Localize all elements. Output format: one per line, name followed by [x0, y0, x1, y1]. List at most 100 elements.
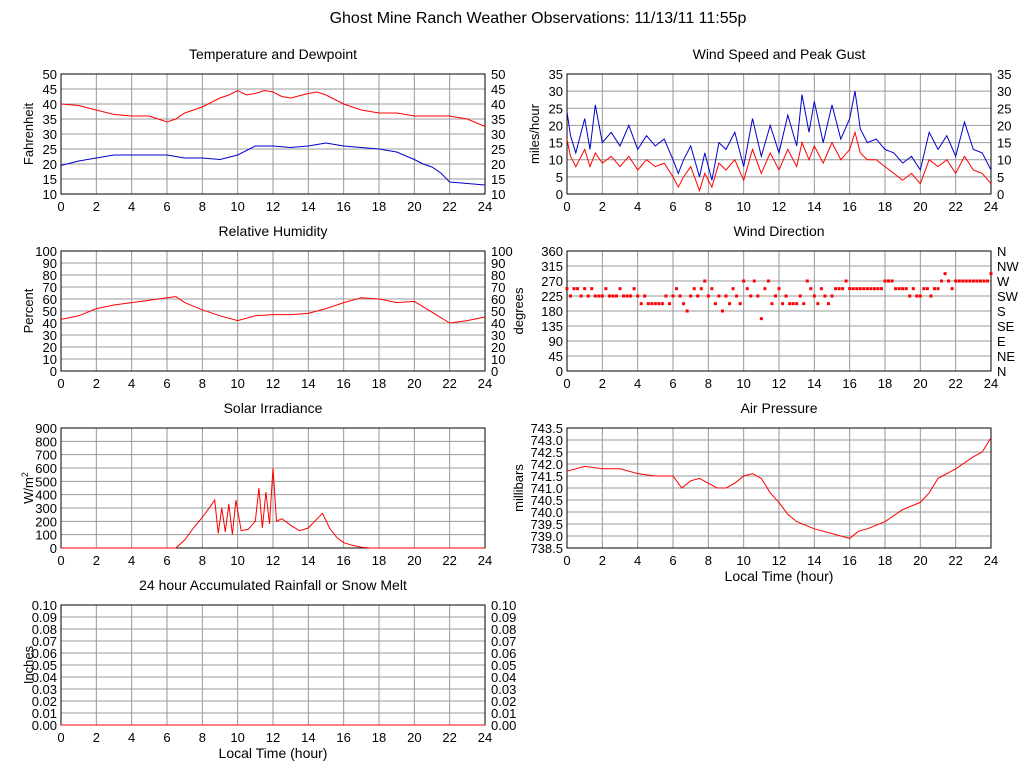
winddir-point [682, 302, 686, 306]
winddir-xtick-label: 2 [599, 376, 606, 391]
wind-ytick-label: 10 [549, 153, 563, 168]
temp-right-ytick-label: 30 [491, 127, 505, 142]
temp-series-line-1 [60, 142, 486, 186]
humidity-right-ytick-label: 50 [491, 304, 505, 319]
humidity-ytick-label: 20 [43, 340, 57, 355]
wind-right-ytick-label: 15 [997, 136, 1011, 151]
winddir-point [777, 287, 781, 291]
pressure-xtick-label: 24 [984, 553, 998, 568]
winddir-title: Wind Direction [733, 223, 824, 239]
winddir-point [940, 279, 944, 283]
wind-xtick-label: 0 [563, 199, 570, 214]
winddir-point [590, 287, 594, 291]
temp-xtick-label: 24 [478, 199, 492, 214]
humidity-xtick-label: 14 [301, 376, 315, 391]
rain-ytick-label: 0.01 [32, 706, 57, 721]
winddir-point [894, 287, 898, 291]
solar-xtick-label: 16 [336, 553, 350, 568]
winddir-point [713, 302, 717, 306]
humidity-right-ytick-label: 70 [491, 280, 505, 295]
rain-xtick-label: 6 [163, 730, 170, 745]
solar-ytick-label: 600 [35, 461, 57, 476]
wind-series-line-0 [566, 91, 992, 181]
humidity-ytick-label: 60 [43, 292, 57, 307]
winddir-point [678, 294, 682, 298]
rain-ytick-label: 0.10 [32, 598, 57, 613]
humidity-frame [60, 250, 486, 372]
humidity-xtick-label: 16 [336, 376, 350, 391]
winddir-point [908, 294, 912, 298]
solar-frame [60, 427, 486, 549]
winddir-point [897, 287, 901, 291]
winddir-point [788, 302, 792, 306]
winddir-point [826, 302, 830, 306]
winddir-point [911, 287, 915, 291]
humidity-series-line-0 [60, 296, 486, 324]
wind-ytick-label: 35 [549, 67, 563, 82]
solar-xtick-label: 10 [230, 553, 244, 568]
wind-right-ytick-label: 35 [997, 67, 1011, 82]
winddir-point [671, 294, 675, 298]
rain-right-ytick-label: 0.02 [491, 694, 516, 709]
winddir-point [890, 279, 894, 283]
winddir-right-ytick-label: NW [997, 259, 1019, 274]
winddir-point [583, 287, 587, 291]
winddir-point [950, 287, 954, 291]
winddir-point [879, 287, 883, 291]
wind-right-ytick-label: 30 [997, 84, 1011, 99]
pressure-xtick-label: 6 [669, 553, 676, 568]
humidity-right-ytick-label: 0 [491, 364, 498, 379]
humidity-ytick-label: 40 [43, 316, 57, 331]
solar-xtick-label: 14 [301, 553, 315, 568]
pressure-ytick-label: 743.0 [530, 433, 563, 448]
winddir-point [961, 279, 965, 283]
winddir-point [858, 287, 862, 291]
humidity-xtick-label: 8 [199, 376, 206, 391]
rain-right-ytick-label: 0.03 [491, 682, 516, 697]
solar-ytick-label: 100 [35, 528, 57, 543]
winddir-ytick-label: 135 [541, 319, 563, 334]
winddir-point [887, 279, 891, 283]
winddir-point [756, 294, 760, 298]
temp-right-ytick-label: 45 [491, 82, 505, 97]
pressure-xtick-label: 0 [563, 553, 570, 568]
temp-xtick-label: 0 [57, 199, 64, 214]
winddir-xtick-label: 18 [878, 376, 892, 391]
wind-frame [566, 73, 992, 195]
rain-xtick-label: 14 [301, 730, 315, 745]
winddir-point [791, 302, 795, 306]
winddir-point [964, 279, 968, 283]
wind-ytick-label: 30 [549, 84, 563, 99]
winddir-ytick-label: 225 [541, 289, 563, 304]
winddir-point [985, 279, 989, 283]
winddir-point [936, 287, 940, 291]
winddir-point [925, 287, 929, 291]
wind-ytick-label: 20 [549, 118, 563, 133]
winddir-point [918, 294, 922, 298]
winddir-ylabel: degrees [511, 287, 526, 334]
winddir-point [664, 294, 668, 298]
pressure-xtick-label: 18 [878, 553, 892, 568]
wind-xtick-label: 4 [634, 199, 641, 214]
winddir-point [636, 294, 640, 298]
solar-xtick-label: 12 [266, 553, 280, 568]
winddir-point [660, 302, 664, 306]
solar-ytick-label: 700 [35, 448, 57, 463]
pressure-ylabel: millibars [511, 464, 526, 512]
temp-right-ytick-label: 25 [491, 142, 505, 157]
rain-ytick-label: 0.07 [32, 634, 57, 649]
rain-xtick-label: 0 [57, 730, 64, 745]
rain-right-ytick-label: 0.05 [491, 658, 516, 673]
humidity-xtick-label: 12 [266, 376, 280, 391]
winddir-point [703, 279, 707, 283]
winddir-point [720, 309, 724, 313]
winddir-point [982, 279, 986, 283]
temp-ytick-label: 15 [43, 172, 57, 187]
winddir-right-ytick-label: N [997, 364, 1006, 379]
humidity-ytick-label: 80 [43, 268, 57, 283]
winddir-right-ytick-label: W [997, 274, 1010, 289]
winddir-point [841, 287, 845, 291]
pressure-xtick-label: 12 [772, 553, 786, 568]
rain-ytick-label: 0.02 [32, 694, 57, 709]
wind-xtick-label: 12 [772, 199, 786, 214]
